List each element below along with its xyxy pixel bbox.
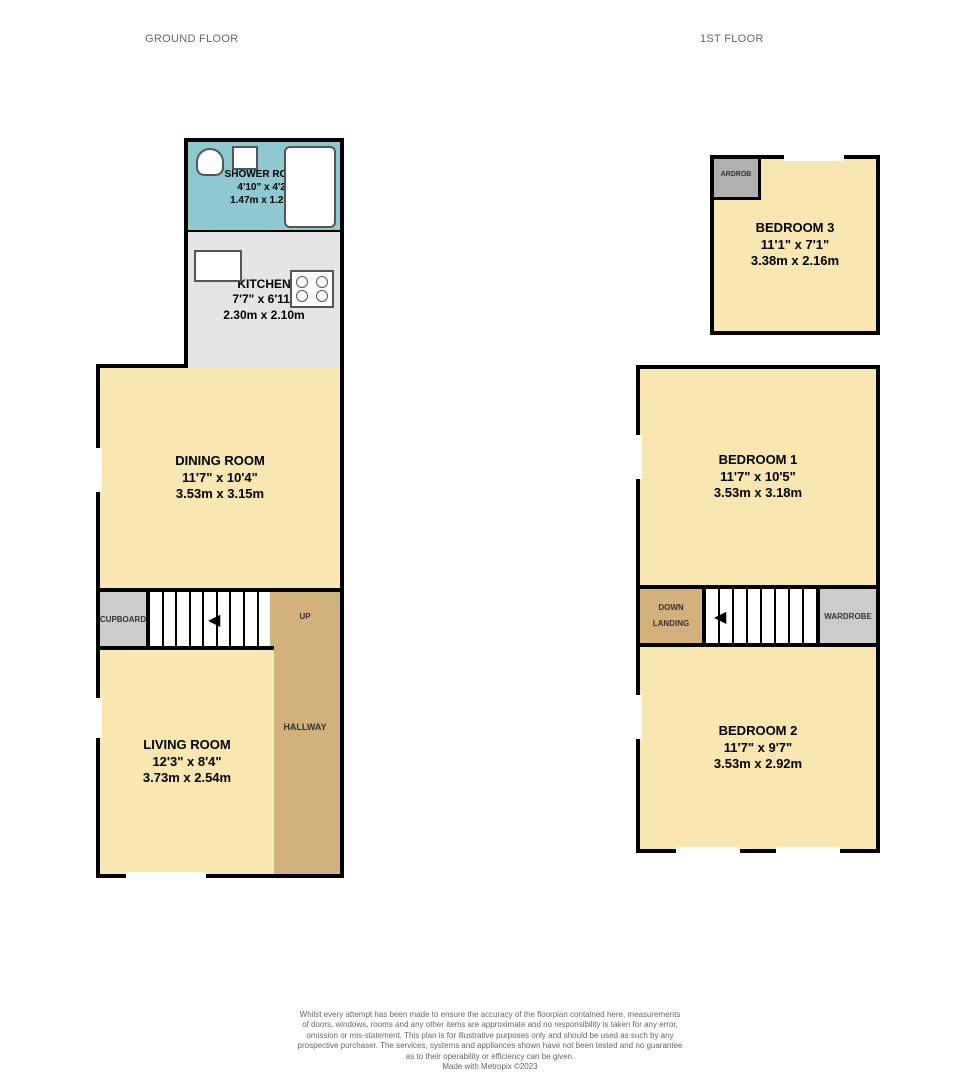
ground-floor-title: GROUND FLOOR — [145, 33, 238, 45]
living-name: LIVING ROOM — [143, 737, 231, 754]
dining-room: DINING ROOM 11'7" x 10'4" 3.53m x 3.15m — [96, 368, 344, 592]
disclaimer-line4: prospective purchaser. The services, sys… — [290, 1041, 690, 1051]
disclaimer-line3: omission or mis-statement. This plan is … — [290, 1031, 690, 1041]
dining-dim-metric: 3.53m x 3.15m — [175, 486, 265, 503]
disclaimer-line5: as to their operability or efficiency ca… — [290, 1052, 690, 1062]
disclaimer: Whilst every attempt has been made to en… — [290, 1010, 690, 1072]
hob-icon — [290, 270, 334, 308]
kitchen-sink-icon — [194, 250, 242, 282]
kitchen-dim-metric: 2.30m x 2.10m — [223, 308, 304, 324]
floorplan-canvas: GROUND FLOOR 1ST FLOOR SHOWER ROOM 4'10"… — [0, 0, 980, 1089]
bed2-dim-imperial: 11'7" x 9'7" — [714, 740, 802, 757]
wardrobe-bed2: WARDROBE — [816, 585, 880, 647]
shower-room: SHOWER ROOM 4'10" x 4'2" 1.47m x 1.28m — [184, 138, 344, 234]
living-room: LIVING ROOM 12'3" x 8'4" 3.73m x 2.54m — [96, 646, 274, 878]
wardrobe3-label: ARDROB — [714, 171, 758, 178]
bed1-dim-metric: 3.53m x 3.18m — [714, 485, 802, 502]
living-dim-imperial: 12'3" x 8'4" — [143, 754, 231, 771]
kitchen: KITCHEN 7'7" x 6'11" 2.30m x 2.10m — [184, 230, 344, 368]
bed2-name: BEDROOM 2 — [714, 723, 802, 740]
bed3-dim-imperial: 11'1" x 7'1" — [751, 237, 839, 254]
bedroom-3: BEDROOM 3 11'1" x 7'1" 3.38m x 2.16m ARD… — [710, 155, 880, 335]
disclaimer-line2: of doors, windows, rooms and any other i… — [290, 1020, 690, 1030]
landing: DOWN LANDING — [636, 585, 706, 647]
cupboard-label: CUPBOARD — [100, 615, 146, 624]
window — [634, 695, 642, 739]
window — [94, 448, 102, 492]
bedroom-1: BEDROOM 1 11'7" x 10'5" 3.53m x 3.18m — [636, 365, 880, 589]
wardrobe-bed3: ARDROB — [714, 159, 761, 200]
up-label: UP — [270, 612, 340, 621]
stairs-arrow-left-icon: ◀ — [714, 607, 726, 627]
window — [634, 435, 642, 479]
bed1-dim-imperial: 11'7" x 10'5" — [714, 469, 802, 486]
bed3-dim-metric: 3.38m x 2.16m — [751, 253, 839, 270]
dining-name: DINING ROOM — [175, 453, 265, 470]
disclaimer-line6: Made with Metropix ©2023 — [290, 1062, 690, 1072]
stairs-arrow-left-icon: ◀ — [208, 610, 220, 630]
bed1-name: BEDROOM 1 — [714, 452, 802, 469]
window — [784, 153, 844, 161]
disclaimer-line1: Whilst every attempt has been made to en… — [290, 1010, 690, 1020]
wardrobe2-label: WARDROBE — [824, 612, 872, 621]
dining-dim-imperial: 11'7" x 10'4" — [175, 470, 265, 487]
window — [126, 872, 206, 880]
sink-icon — [232, 146, 258, 170]
first-floor: BEDROOM 3 11'1" x 7'1" 3.38m x 2.16m ARD… — [636, 155, 880, 855]
window — [776, 847, 840, 855]
stairs-ground: ◀ — [146, 588, 274, 650]
window — [94, 698, 102, 738]
hallway-label: HALLWAY — [270, 722, 340, 732]
cupboard: CUPBOARD — [96, 588, 150, 650]
bedroom-2: BEDROOM 2 11'7" x 9'7" 3.53m x 2.92m — [636, 643, 880, 853]
bed2-dim-metric: 3.53m x 2.92m — [714, 756, 802, 773]
ground-floor: SHOWER ROOM 4'10" x 4'2" 1.47m x 1.28m K… — [96, 138, 344, 878]
shower-tray-icon — [284, 146, 336, 228]
window — [676, 847, 740, 855]
first-floor-title: 1ST FLOOR — [700, 33, 764, 45]
bed3-name: BEDROOM 3 — [751, 220, 839, 237]
landing-label: LANDING — [640, 619, 702, 628]
hallway: UP HALLWAY — [270, 588, 344, 878]
toilet-icon — [196, 148, 224, 176]
down-label: DOWN — [640, 603, 702, 612]
living-dim-metric: 3.73m x 2.54m — [143, 770, 231, 787]
stairs-first: ◀ — [702, 585, 820, 647]
